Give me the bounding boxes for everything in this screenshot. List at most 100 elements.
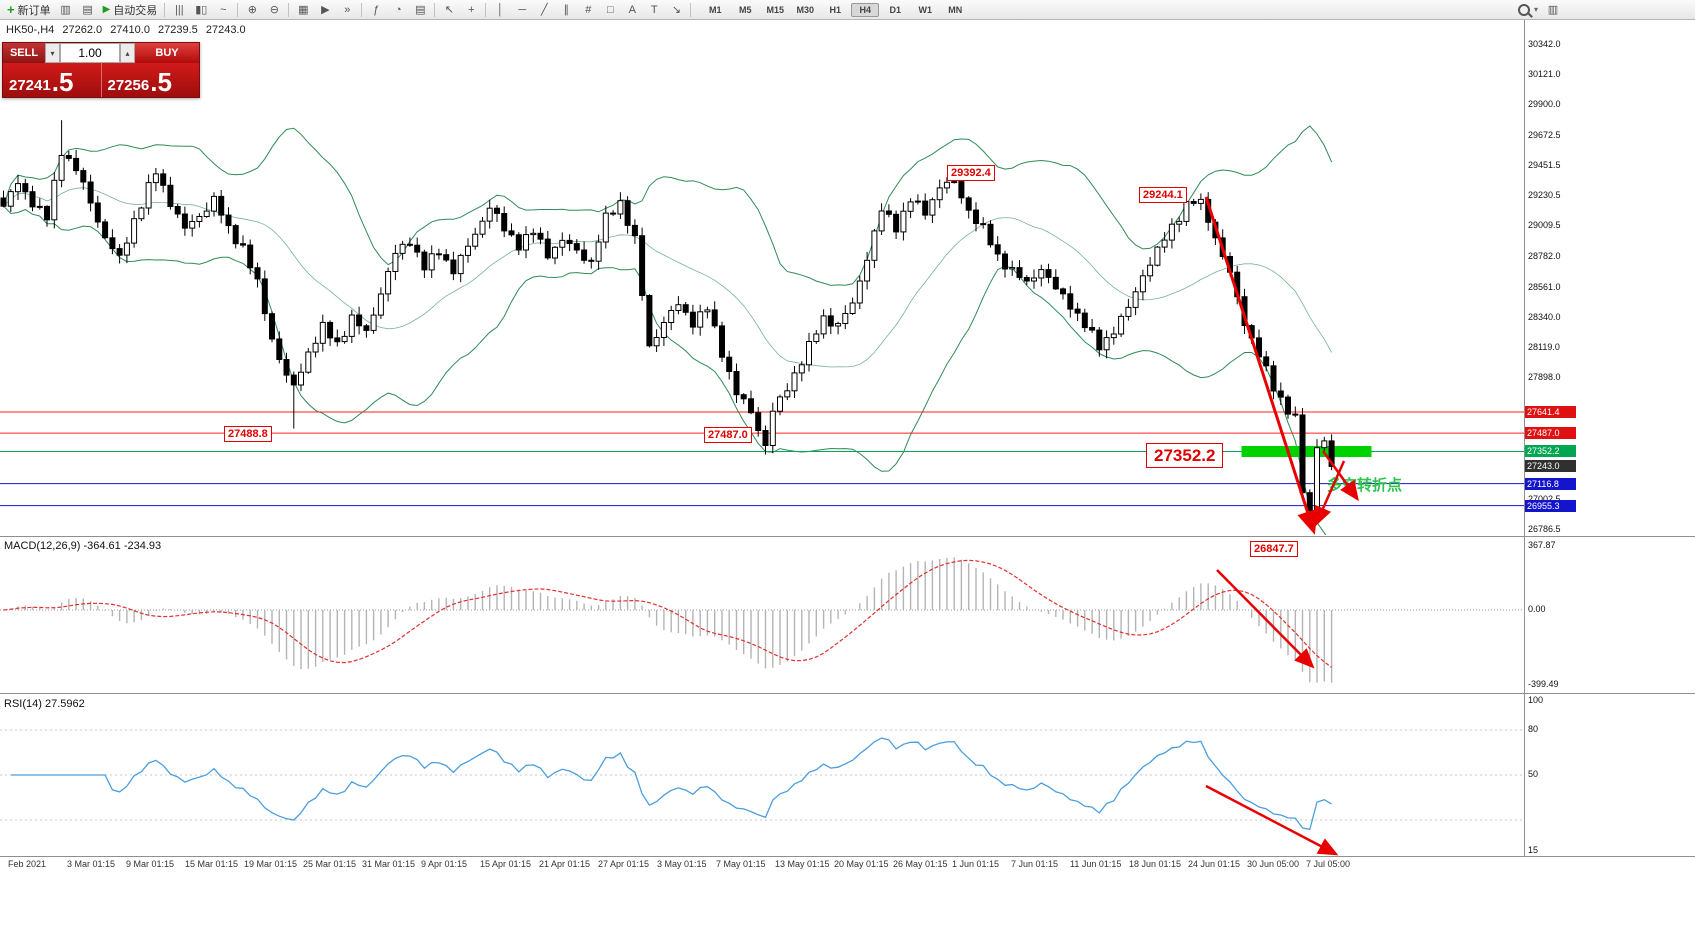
chart-window-icon[interactable]: ▥ bbox=[60, 4, 71, 16]
line-chart-icon[interactable]: ~ bbox=[220, 3, 227, 16]
panel-splitter[interactable] bbox=[0, 536, 1695, 537]
timeframe-h4[interactable]: H4 bbox=[851, 2, 880, 17]
toolbar-right-group: ▾ ▥ bbox=[1514, 1, 1564, 19]
timeframe-mn[interactable]: MN bbox=[948, 4, 963, 15]
bollinger-bands bbox=[3, 125, 1333, 535]
macd-axis-min: -399.49 bbox=[1528, 679, 1559, 689]
macd-chart[interactable] bbox=[0, 538, 1524, 692]
price-callout[interactable]: 27352.2 bbox=[1146, 443, 1224, 468]
autotrading-button[interactable]: ▶ 自动交易 bbox=[99, 1, 162, 19]
timeframe-m1[interactable]: M1 bbox=[709, 4, 722, 15]
rsi-chart[interactable] bbox=[0, 695, 1524, 855]
date-label: 9 Mar 01:15 bbox=[126, 859, 175, 869]
price-callout[interactable]: 27488.8 bbox=[224, 426, 272, 442]
sell-button[interactable]: SELL bbox=[3, 43, 45, 63]
rsi-axis-80: 80 bbox=[1528, 724, 1539, 734]
date-label: 7 Jul 05:00 bbox=[1306, 859, 1351, 869]
chart-shift-icon[interactable]: » bbox=[344, 3, 351, 16]
date-label: 11 Jun 01:15 bbox=[1070, 859, 1122, 869]
templates-icon[interactable]: ▤ bbox=[415, 4, 426, 16]
crosshair-icon[interactable]: + bbox=[468, 3, 475, 16]
price-tick: 29451.5 bbox=[1528, 160, 1561, 171]
high-value: 27410.0 bbox=[110, 24, 150, 36]
date-label: Feb 2021 bbox=[8, 859, 47, 869]
zoom-out-icon[interactable]: ⊖ bbox=[269, 4, 279, 16]
text-label-icon[interactable]: T bbox=[650, 3, 658, 16]
date-label: 7 Jun 01:15 bbox=[1011, 859, 1059, 869]
price-level-badge: 27641.4 bbox=[1525, 406, 1576, 419]
time-axis[interactable]: Feb 2021 3 Mar 01:15 9 Mar 01:15 15 Mar 01:… bbox=[0, 859, 1695, 873]
auto-scroll-icon[interactable]: ▶ bbox=[321, 4, 330, 16]
timeframe-m30[interactable]: M30 bbox=[796, 4, 815, 15]
date-label: 31 Mar 01:15 bbox=[362, 859, 416, 869]
text-icon[interactable]: A bbox=[628, 3, 636, 16]
one-click-trading-panel: SELL ▾ ▴ BUY 27241.5 27256.5 bbox=[2, 42, 200, 98]
date-label: 21 Apr 01:15 bbox=[539, 859, 591, 869]
macd-axis-zero: 0.00 bbox=[1528, 604, 1546, 614]
arrows-icon[interactable]: ↘ bbox=[671, 4, 681, 16]
buy-price-main: 27256 bbox=[107, 77, 150, 94]
timeframe-h1[interactable]: H1 bbox=[829, 4, 842, 15]
profiles-icon[interactable]: ▤ bbox=[82, 4, 93, 16]
sell-price[interactable]: 27241.5 bbox=[3, 63, 101, 97]
date-label: 15 Mar 01:15 bbox=[185, 859, 239, 869]
panel-splitter[interactable] bbox=[0, 693, 1695, 694]
price-callout[interactable]: 29244.1 bbox=[1139, 187, 1187, 203]
periods-icon[interactable]: ◔ bbox=[394, 3, 402, 16]
vertical-line-icon[interactable]: │ bbox=[496, 3, 504, 16]
autotrading-icon: ▶ bbox=[102, 4, 111, 15]
toolbar-icon-group: ||| ▮▯ ~ ⊕ ⊖ ▦ ▶ » ƒ ◔ ▤ ↖ + │ ─ ╱ ∥ # □ A T ↘ bbox=[168, 1, 687, 19]
candlestick-chart-icon[interactable]: ▮▯ bbox=[195, 4, 208, 16]
open-value: 27262.0 bbox=[62, 24, 103, 36]
tile-windows-icon[interactable]: ▦ bbox=[298, 4, 309, 16]
close-value: 27243.0 bbox=[205, 24, 246, 36]
buy-button[interactable]: BUY bbox=[135, 43, 199, 63]
timeframe-d1[interactable]: D1 bbox=[889, 4, 902, 15]
toolbar-separator bbox=[434, 2, 436, 17]
macd-histogram bbox=[10, 557, 1333, 683]
toolbar: + 新订单 ▥ ▤ ▶ 自动交易 ||| ▮▯ ~ ⊕ ⊖ ▦ ▶ » ƒ ◔ ▤ ↖ + │ ─ ╱ ∥ # □ A… bbox=[0, 0, 1695, 20]
price-callout[interactable]: 29392.4 bbox=[947, 165, 995, 181]
date-label: 30 Jun 05:00 bbox=[1247, 859, 1300, 869]
candles bbox=[0, 120, 1335, 521]
price-callout[interactable]: 26847.7 bbox=[1250, 541, 1298, 557]
bar-chart-icon[interactable]: ||| bbox=[175, 3, 184, 16]
volume-up-button[interactable]: ▴ bbox=[120, 43, 135, 63]
date-label: 9 Apr 01:15 bbox=[421, 859, 468, 869]
date-label: 27 Apr 01:15 bbox=[598, 859, 650, 869]
indicators-icon[interactable]: ƒ bbox=[373, 3, 380, 16]
search-icon[interactable]: ▾ bbox=[1514, 1, 1542, 19]
timeframe-w1[interactable]: W1 bbox=[918, 4, 933, 15]
new-order-button[interactable]: + 新订单 bbox=[3, 1, 55, 19]
price-tick: 29009.5 bbox=[1528, 220, 1561, 231]
rsi-axis-100: 100 bbox=[1528, 695, 1544, 705]
zoom-in-icon[interactable]: ⊕ bbox=[247, 4, 257, 16]
price-tick: 30121.0 bbox=[1528, 68, 1561, 79]
highlight-zone bbox=[1241, 446, 1372, 457]
date-label: 20 May 01:15 bbox=[834, 859, 889, 869]
shapes-icon[interactable]: □ bbox=[606, 3, 614, 16]
trendline-icon[interactable]: ╱ bbox=[540, 4, 548, 16]
price-tick: 28782.0 bbox=[1528, 251, 1561, 262]
fibonacci-icon[interactable]: # bbox=[585, 3, 592, 16]
cursor-icon[interactable]: ↖ bbox=[444, 4, 454, 16]
timeframe-m15[interactable]: M15 bbox=[766, 4, 785, 15]
main-price-chart[interactable] bbox=[0, 22, 1524, 535]
channel-icon[interactable]: ∥ bbox=[563, 4, 570, 16]
volume-input[interactable] bbox=[60, 43, 120, 63]
price-callout[interactable]: 27487.0 bbox=[704, 427, 752, 443]
turning-point-annotation[interactable]: 多空转折点 bbox=[1327, 477, 1403, 494]
toolbar-separator bbox=[164, 2, 166, 17]
timeframe-m5[interactable]: M5 bbox=[739, 4, 752, 15]
window-layout-icon[interactable]: ▥ bbox=[1547, 4, 1559, 16]
price-tick: 29672.5 bbox=[1528, 129, 1561, 140]
new-order-label: 新订单 bbox=[17, 4, 51, 17]
horizontal-line-icon[interactable]: ─ bbox=[518, 3, 527, 16]
date-label: 19 Mar 01:15 bbox=[244, 859, 298, 869]
volume-down-button[interactable]: ▾ bbox=[45, 43, 60, 63]
price-level-badge: 27116.8 bbox=[1525, 477, 1576, 490]
price-level-badge: 27352.2 bbox=[1525, 445, 1576, 458]
buy-price[interactable]: 27256.5 bbox=[100, 63, 199, 97]
date-label: 7 May 01:15 bbox=[716, 859, 766, 869]
